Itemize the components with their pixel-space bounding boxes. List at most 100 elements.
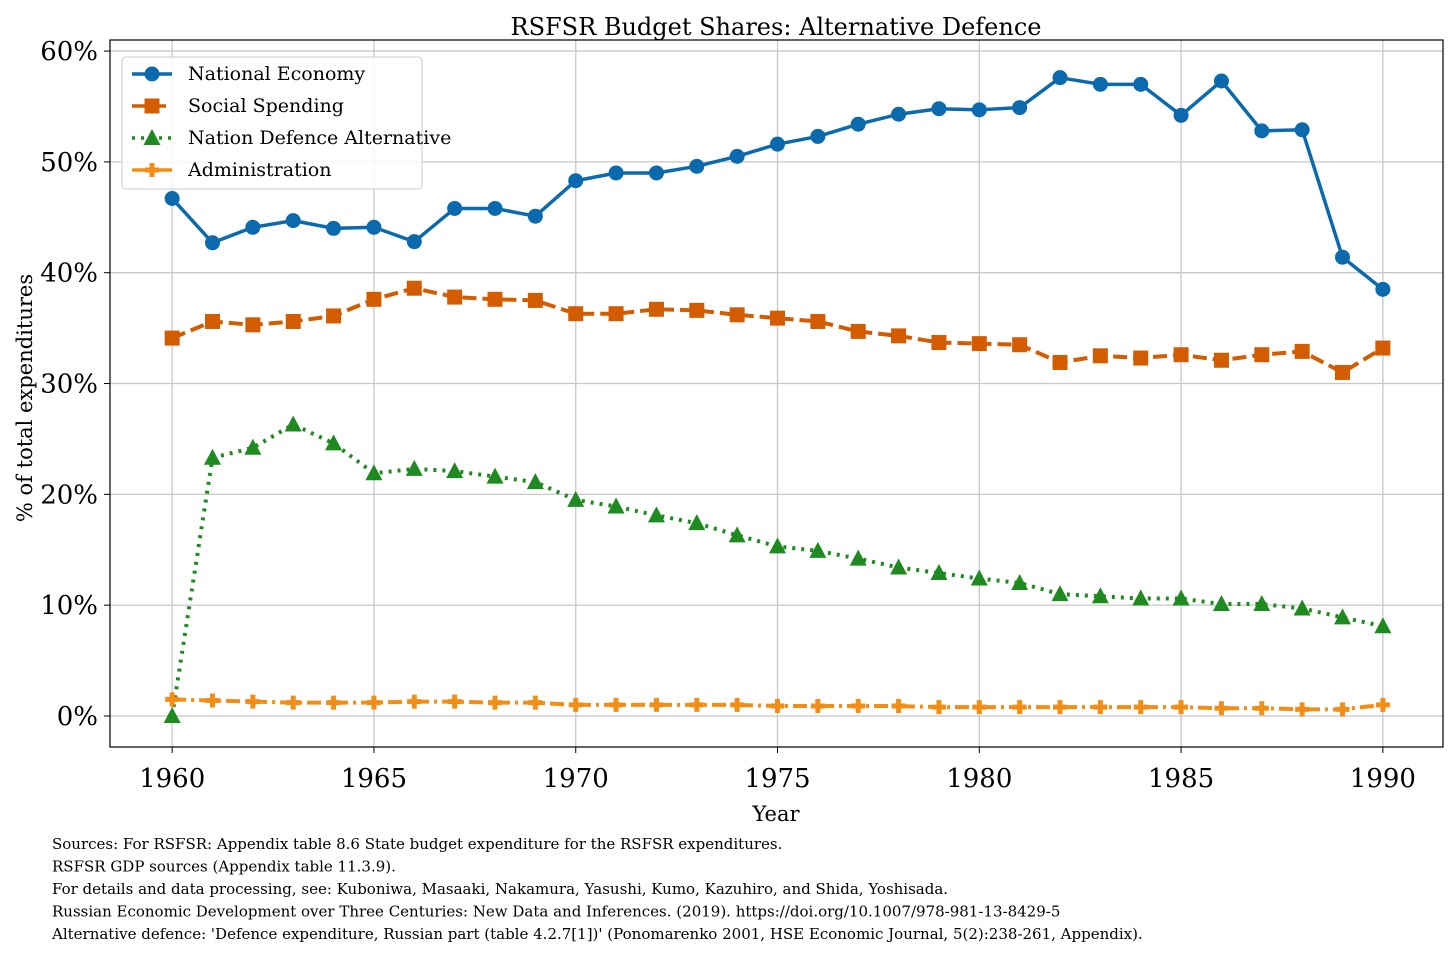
data-point xyxy=(850,116,866,132)
data-point xyxy=(1375,697,1390,712)
data-point xyxy=(528,695,543,710)
data-point xyxy=(366,219,382,235)
series-national-economy xyxy=(164,70,1391,297)
chart-title: RSFSR Budget Shares: Alternative Defence xyxy=(511,13,1042,41)
data-point xyxy=(366,695,381,710)
x-tick-label: 1975 xyxy=(744,764,810,794)
x-tick-label: 1970 xyxy=(543,764,609,794)
legend-item: Administration xyxy=(132,159,331,181)
legend-label: Social Spending xyxy=(188,95,344,117)
source-notes: Sources: For RSFSR: Appendix table 8.6 S… xyxy=(51,835,1143,943)
data-point xyxy=(770,310,786,326)
data-point xyxy=(245,219,261,235)
data-point xyxy=(851,698,866,713)
y-axis-label: % of total expenditures xyxy=(13,274,37,522)
grid xyxy=(110,40,1443,747)
data-point xyxy=(205,693,220,708)
data-point xyxy=(971,336,987,352)
data-point xyxy=(1133,350,1149,366)
data-point xyxy=(487,200,503,216)
data-point xyxy=(1374,617,1392,634)
data-point xyxy=(931,101,947,117)
data-point xyxy=(205,235,221,251)
data-point xyxy=(1294,122,1310,138)
data-point xyxy=(810,128,826,144)
data-point xyxy=(648,301,664,317)
data-point xyxy=(245,694,260,709)
data-point xyxy=(1051,585,1069,602)
series-nation-defence-alternative xyxy=(163,415,1392,723)
data-point xyxy=(1053,700,1068,715)
legend-item: Social Spending xyxy=(132,95,344,117)
data-point xyxy=(1375,340,1391,356)
data-point xyxy=(1012,100,1028,116)
data-point xyxy=(971,102,987,118)
data-point xyxy=(1052,70,1068,86)
data-point xyxy=(1173,347,1189,363)
data-point xyxy=(1375,281,1391,297)
data-point xyxy=(326,695,341,710)
data-point xyxy=(1294,343,1310,359)
plot-frame xyxy=(109,39,1444,748)
legend: National Economy Social Spending Nation De… xyxy=(121,56,451,190)
data-point xyxy=(163,706,181,723)
data-point xyxy=(285,213,301,229)
data-point xyxy=(1254,123,1270,139)
data-point xyxy=(1133,700,1148,715)
source-note: Alternative defence: 'Defence expenditur… xyxy=(51,925,1143,943)
data-point xyxy=(1334,608,1352,625)
data-point xyxy=(890,558,908,575)
data-point xyxy=(1335,364,1351,380)
data-point xyxy=(144,66,160,82)
data-point xyxy=(1173,107,1189,123)
data-point xyxy=(689,302,705,318)
series-social-spending xyxy=(164,280,1391,380)
data-point xyxy=(608,306,624,322)
data-point xyxy=(770,698,785,713)
data-point xyxy=(526,473,544,490)
data-point xyxy=(891,698,906,713)
data-point xyxy=(1214,701,1229,716)
data-point xyxy=(608,165,624,181)
ticks: 1960 1965 1970 1975 1980 1985 1990 0% 10% 20% 30% 4… xyxy=(40,37,1416,794)
data-point xyxy=(810,698,825,713)
data-point xyxy=(1012,337,1028,353)
data-point xyxy=(284,415,302,432)
data-point xyxy=(1335,702,1350,717)
data-point xyxy=(931,700,946,715)
x-tick-label: 1980 xyxy=(946,764,1012,794)
data-point xyxy=(1091,587,1109,604)
data-point xyxy=(1254,701,1269,716)
data-point xyxy=(164,190,180,206)
data-point xyxy=(205,313,221,329)
data-point xyxy=(1253,595,1271,612)
data-point xyxy=(326,220,342,236)
legend-label: Nation Defence Alternative xyxy=(188,127,451,149)
legend-label: National Economy xyxy=(188,63,365,85)
data-point xyxy=(406,234,422,250)
data-point xyxy=(405,459,423,476)
data-point xyxy=(850,323,866,339)
data-point xyxy=(406,280,422,296)
legend-label: Administration xyxy=(187,159,331,181)
data-point xyxy=(728,526,746,543)
data-point xyxy=(1172,589,1190,606)
data-point xyxy=(1012,700,1027,715)
data-point xyxy=(931,335,947,351)
data-point xyxy=(447,289,463,305)
data-point xyxy=(770,136,786,152)
data-point xyxy=(729,307,745,323)
data-point xyxy=(891,328,907,344)
series-administration xyxy=(165,692,1390,717)
data-point xyxy=(1295,702,1310,717)
data-point xyxy=(488,695,503,710)
data-point xyxy=(689,697,704,712)
data-point xyxy=(1174,700,1189,715)
data-point xyxy=(326,308,342,324)
data-point xyxy=(930,564,948,581)
data-point xyxy=(1133,76,1149,92)
data-point xyxy=(245,317,261,333)
data-point xyxy=(285,313,301,329)
data-point xyxy=(730,697,745,712)
